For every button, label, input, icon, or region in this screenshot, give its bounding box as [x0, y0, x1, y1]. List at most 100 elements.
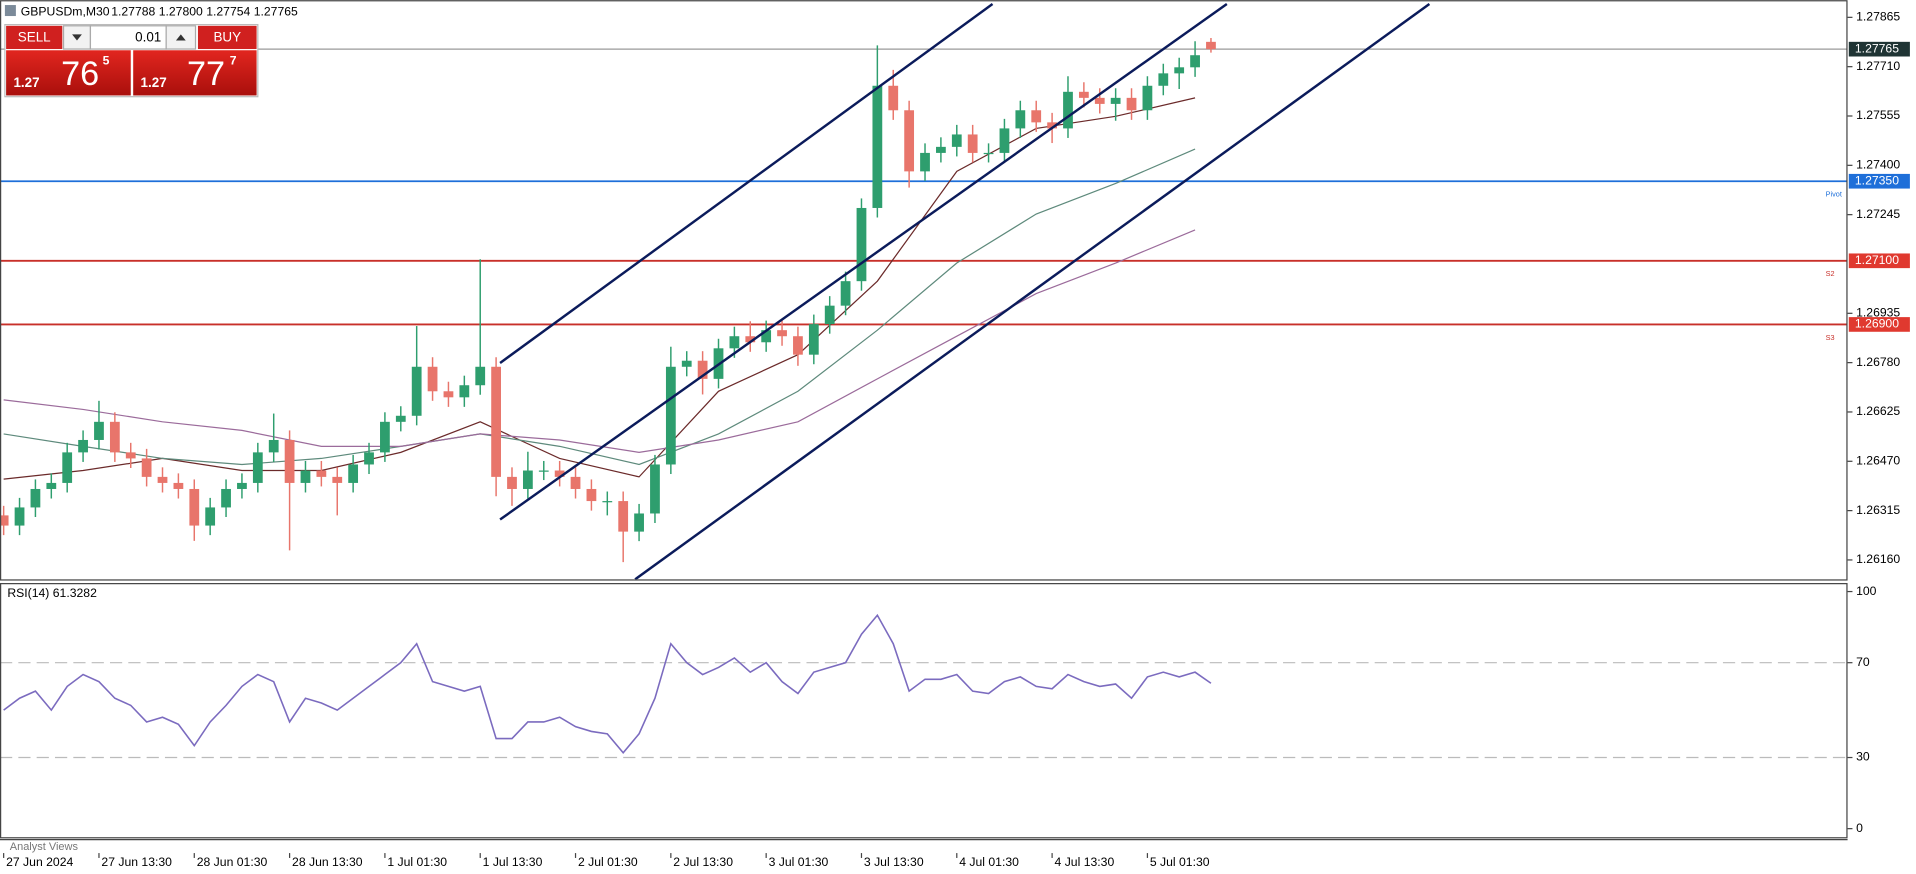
y-tick-label: 1.27865 [1856, 10, 1900, 24]
candle-body [62, 452, 73, 483]
level-name: Pivot [1826, 190, 1842, 199]
candle-body [808, 324, 819, 355]
moving-average [3, 97, 1196, 480]
rsi-label: RSI(14) 61.3282 [7, 586, 97, 600]
rsi-panel-frame [0, 583, 1848, 839]
price-label-box [1848, 173, 1910, 189]
level-name: S3 [1826, 333, 1835, 342]
y-tick-label: 1.27245 [1856, 207, 1900, 221]
y-tick-label: 30 [1856, 750, 1870, 764]
candle-body [316, 470, 327, 477]
candle-body [0, 515, 9, 526]
candle-body [650, 464, 660, 514]
candle-body [1126, 97, 1137, 111]
candle-body [411, 366, 422, 416]
candle-body [1174, 67, 1185, 74]
y-tick-label: 1.26780 [1856, 355, 1900, 369]
price-label-box [1848, 253, 1910, 269]
x-tick-label: 1 Jul 13:30 [483, 855, 543, 869]
price-label: 1.26900 [1855, 317, 1899, 331]
trade-panel: SELL 0.01 BUY 1.27 76 5 1.27 77 7 [4, 23, 259, 98]
trendline [499, 2, 1228, 521]
x-tick-label: 1 Jul 01:30 [387, 855, 447, 869]
candle-body [777, 330, 787, 337]
ohlc: 1.27788 1.27800 1.27754 1.27765 [111, 5, 298, 19]
price-label-box [1848, 41, 1910, 57]
buy-point: 7 [230, 53, 237, 67]
candle-body [427, 366, 438, 392]
candle-body [459, 385, 470, 398]
candle-body [983, 152, 994, 155]
y-tick-label: 100 [1856, 584, 1877, 598]
candle-body [507, 476, 517, 489]
buy-button[interactable] [197, 25, 257, 50]
candle-body [125, 452, 136, 459]
candle-body [634, 513, 644, 532]
candle-body [157, 476, 168, 483]
candle-body [1142, 85, 1153, 111]
candle-body [1094, 97, 1105, 104]
moving-average [3, 148, 1196, 466]
candle-body [380, 421, 390, 453]
y-tick-label: 1.26935 [1856, 306, 1900, 320]
candle-body [1015, 110, 1026, 129]
candle-body [554, 470, 565, 477]
sell-button[interactable] [6, 25, 63, 50]
price-label: 1.27350 [1855, 173, 1899, 187]
sell-pips: 76 [61, 55, 99, 93]
level-name: S2 [1826, 269, 1835, 278]
candle-body [570, 476, 581, 489]
candle-body [1190, 55, 1200, 68]
candle-body [173, 482, 184, 489]
candle-body [221, 488, 231, 508]
x-tick-label: 4 Jul 13:30 [1055, 855, 1115, 869]
candle-body [364, 452, 374, 465]
sell-price-box[interactable] [6, 50, 131, 96]
candle-body [1158, 73, 1169, 86]
buy-label: BUY [213, 30, 241, 45]
x-tick-label: 3 Jul 01:30 [769, 855, 829, 869]
candle-body [1206, 41, 1216, 50]
symbol-icon [4, 5, 16, 17]
candle-body [1110, 97, 1121, 104]
y-tick-label: 1.27710 [1856, 59, 1900, 73]
candle-body [538, 470, 549, 472]
candle-body [1078, 91, 1089, 98]
y-tick-label: 70 [1856, 655, 1870, 669]
candle-body [920, 152, 930, 172]
rsi-line [3, 613, 1212, 755]
candle-body [697, 360, 708, 379]
x-tick-label: 27 Jun 13:30 [101, 855, 172, 869]
x-tick-label: 28 Jun 13:30 [292, 855, 363, 869]
candle-body [1047, 122, 1057, 129]
y-tick-label: 1.26470 [1856, 454, 1900, 468]
lot-value: 0.01 [135, 30, 161, 45]
x-tick-label: 28 Jun 01:30 [197, 855, 268, 869]
candle-body [491, 366, 501, 477]
candle-body [348, 464, 359, 483]
buy-price-box[interactable] [133, 50, 257, 96]
candle-body [729, 336, 740, 349]
buy-pips: 77 [187, 55, 225, 93]
candle-body [300, 470, 311, 483]
candle-body [46, 482, 57, 489]
symbol: GBPUSDm,M30 [21, 5, 110, 19]
candle-body [761, 330, 772, 343]
x-tick-label: 3 Jul 13:30 [864, 855, 924, 869]
analyst-views[interactable]: Analyst Views [10, 841, 79, 853]
price-label: 1.27100 [1855, 253, 1899, 267]
sell-point: 5 [103, 53, 110, 67]
candle-body [618, 501, 629, 532]
candle-body [824, 305, 835, 325]
sell-big: 1.27 [13, 75, 39, 90]
x-tick-label: 5 Jul 01:30 [1150, 855, 1210, 869]
candle-body [237, 482, 247, 489]
candle-body [1063, 91, 1073, 129]
candle-body [1031, 110, 1042, 123]
candle-body [30, 488, 41, 508]
candle-body [284, 439, 295, 483]
price-label-box [1848, 317, 1910, 332]
down-arrow [72, 34, 82, 41]
candle-body [205, 507, 216, 526]
trendline [499, 2, 994, 364]
